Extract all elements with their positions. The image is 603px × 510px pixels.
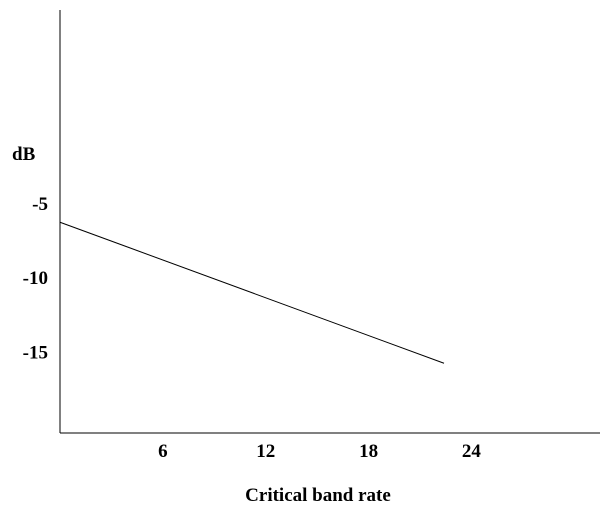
series-layer [59,221,445,364]
y-axis-label: dB [12,144,36,165]
x-tick-labels: 6 12 18 24 [158,441,481,462]
series-line-0 [59,221,445,364]
x-tick-label: 6 [158,441,168,462]
x-tick-label: 18 [359,441,378,462]
x-axis-label: Critical band rate [245,485,391,506]
y-tick-label: -10 [23,268,48,289]
y-tick-labels: -5 -10 -15 [23,194,48,363]
x-tick-label: 12 [256,441,275,462]
x-tick-label: 24 [462,441,482,462]
y-tick-label: -15 [23,342,48,363]
y-tick-label: -5 [32,194,48,215]
